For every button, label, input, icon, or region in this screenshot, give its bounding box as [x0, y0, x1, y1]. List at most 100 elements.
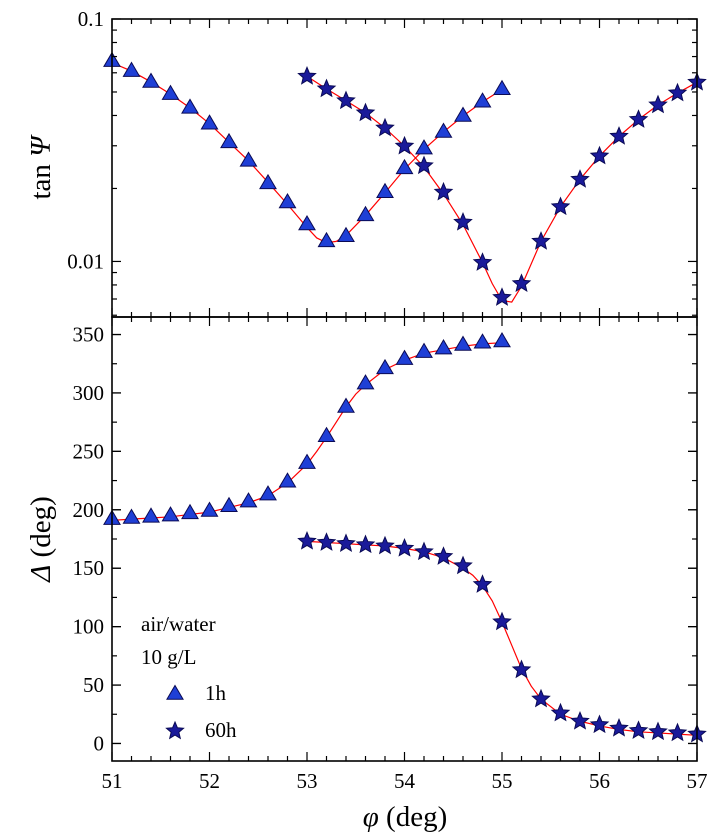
data-point-1h — [473, 92, 492, 108]
data-point-60h — [414, 541, 434, 561]
psi-symbol: Ψ — [25, 134, 57, 157]
y-tick-label: 300 — [73, 381, 105, 405]
data-point-1h — [278, 472, 297, 488]
delta-plot-frame — [111, 316, 698, 762]
data-point-1h — [181, 503, 199, 520]
data-point-60h — [511, 659, 532, 679]
data-point-60h — [609, 717, 629, 737]
tan-psi-fit-lines — [112, 62, 697, 303]
data-point-60h — [355, 534, 376, 554]
data-point-60h — [492, 287, 512, 306]
data-point-60h — [394, 538, 415, 557]
data-point-60h — [648, 721, 668, 741]
data-point-1h — [337, 397, 355, 413]
data-point-60h — [511, 273, 532, 292]
x-tick-label: 56 — [589, 769, 610, 793]
legend-label-1h: 1h — [205, 681, 227, 705]
tan-psi-axis-title: tan Ψ — [25, 134, 57, 200]
data-point-1h — [493, 79, 511, 96]
data-point-1h — [220, 496, 238, 513]
data-point-1h — [356, 374, 375, 390]
data-point-60h — [297, 66, 317, 85]
data-point-60h — [550, 196, 571, 216]
data-point-60h — [570, 169, 590, 188]
data-point-1h — [317, 426, 336, 442]
data-point-1h — [239, 151, 258, 167]
data-point-1h — [200, 114, 219, 130]
data-point-1h — [161, 506, 180, 522]
tan-psi-markers — [103, 51, 707, 306]
data-point-60h — [589, 714, 610, 734]
data-point-1h — [493, 332, 511, 348]
data-point-60h — [433, 181, 454, 201]
data-point-1h — [356, 205, 375, 222]
data-point-1h — [454, 106, 472, 122]
data-point-60h — [472, 574, 493, 593]
data-point-1h — [200, 501, 219, 517]
legend: air/water 10 g/L 1h 60h — [141, 612, 237, 742]
data-point-1h — [395, 349, 414, 365]
data-point-60h — [394, 135, 415, 155]
delta-panel: 0 50 100 150 200 250 300 350 51 52 53 54 55 56 57 Δ (d… — [25, 317, 708, 833]
delta-ticks: 0 50 100 150 200 250 300 350 51 52 53 54 55 56 57 — [73, 317, 708, 793]
x-tick-label: 57 — [687, 769, 708, 793]
data-point-60h — [531, 688, 551, 708]
data-point-1h — [142, 72, 160, 88]
data-point-60h — [531, 231, 551, 250]
data-point-60h — [589, 145, 610, 165]
delta-symbol: Δ — [25, 565, 57, 583]
data-point-60h — [472, 252, 493, 271]
data-point-1h — [278, 193, 297, 209]
y-tick-label: 350 — [73, 323, 105, 347]
triangle-icon — [166, 684, 184, 700]
y-tick-label: 100 — [73, 615, 105, 639]
legend-header-medium: air/water — [141, 612, 216, 636]
data-point-60h — [628, 720, 649, 739]
legend-label-60h: 60h — [205, 718, 237, 742]
x-tick-label: 53 — [297, 769, 318, 793]
data-point-60h — [433, 546, 454, 565]
data-point-1h — [454, 335, 472, 351]
data-point-1h — [122, 508, 141, 524]
data-point-60h — [316, 78, 337, 98]
data-point-60h — [297, 531, 317, 550]
data-point-1h — [473, 333, 492, 349]
y-tick-label: 0.01 — [67, 249, 104, 273]
x-tick-label: 54 — [394, 769, 416, 793]
data-point-1h — [317, 231, 336, 248]
data-point-60h — [667, 82, 688, 102]
phi-symbol: φ — [363, 801, 379, 833]
data-point-60h — [667, 722, 688, 742]
data-point-1h — [434, 122, 453, 138]
data-point-1h — [337, 226, 355, 243]
data-point-60h — [375, 535, 395, 555]
data-point-60h — [414, 155, 434, 175]
data-point-60h — [609, 126, 629, 145]
fit-line-1h — [112, 342, 503, 521]
data-point-1h — [395, 158, 414, 175]
tan-psi-panel: 0.01 0.1 tan Ψ — [25, 7, 707, 317]
star-icon — [165, 720, 185, 740]
x-tick-label: 52 — [199, 769, 220, 793]
data-point-60h — [336, 533, 356, 553]
phi-axis-title-text: (deg) — [379, 801, 447, 833]
x-tick-label: 51 — [102, 769, 123, 793]
data-point-1h — [376, 182, 394, 198]
y-tick-label: 0.1 — [78, 7, 104, 31]
data-point-60h — [628, 109, 649, 128]
data-point-1h — [181, 98, 199, 114]
data-point-60h — [550, 702, 571, 722]
data-point-1h — [259, 173, 277, 190]
delta-axis-title-text: (deg) — [25, 496, 57, 564]
data-point-60h — [453, 212, 473, 231]
data-point-1h — [434, 339, 453, 355]
data-point-60h — [648, 94, 668, 114]
data-point-60h — [336, 90, 356, 110]
data-point-1h — [239, 492, 258, 508]
phi-axis-title: φ (deg) — [363, 801, 447, 833]
data-point-1h — [415, 342, 433, 358]
fit-line-60h — [306, 540, 697, 736]
data-point-60h — [355, 102, 376, 122]
y-tick-label: 200 — [73, 498, 105, 522]
